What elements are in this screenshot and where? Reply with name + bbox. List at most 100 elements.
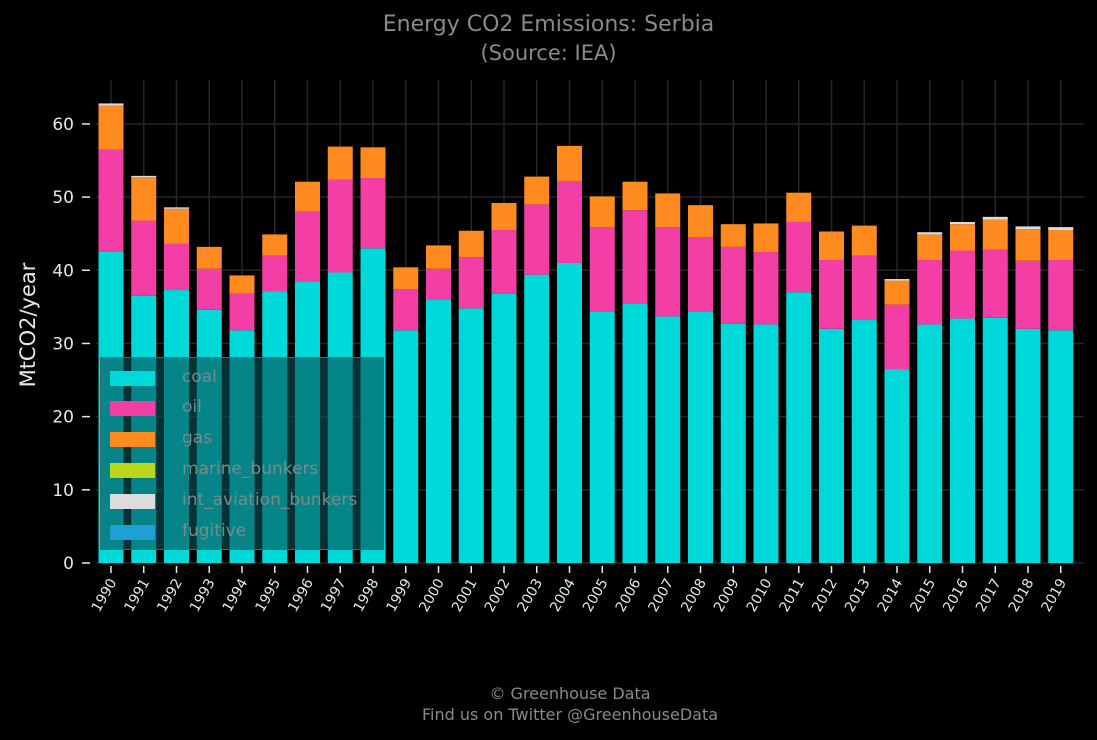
bar-gas-2002 bbox=[491, 202, 517, 231]
x-tick-label: 1996 bbox=[285, 576, 317, 615]
bar-gas-2018 bbox=[1015, 229, 1041, 261]
bar-gas-2015 bbox=[917, 234, 943, 261]
bar-oil-2015 bbox=[917, 260, 943, 325]
bar-oil-1998 bbox=[360, 178, 386, 249]
x-tick-label: 2003 bbox=[515, 576, 547, 615]
bar-int-aviation-bunkers-2014 bbox=[884, 279, 910, 281]
bar-oil-1999 bbox=[393, 289, 419, 331]
bar-gas-2019 bbox=[1048, 230, 1074, 261]
bar-coal-2011 bbox=[786, 292, 812, 563]
x-tick-label: 2016 bbox=[940, 576, 972, 615]
x-tick-label: 2019 bbox=[1039, 576, 1071, 615]
bar-oil-2005 bbox=[589, 227, 615, 312]
bar-coal-2003 bbox=[524, 274, 550, 563]
x-tick-label: 1994 bbox=[220, 576, 252, 615]
y-tick-label: 40 bbox=[52, 261, 74, 281]
legend-label-marine-bunkers: marine_bunkers bbox=[182, 459, 319, 479]
bar-oil-1990 bbox=[98, 149, 124, 252]
x-tick-label: 2012 bbox=[809, 576, 841, 615]
bar-gas-1991 bbox=[131, 177, 157, 221]
bar-coal-2014 bbox=[884, 369, 910, 563]
chart-title: Energy CO2 Emissions: Serbia bbox=[382, 12, 715, 37]
bar-coal-2010 bbox=[753, 324, 779, 563]
x-tick-label: 2005 bbox=[580, 576, 612, 615]
bar-coal-2013 bbox=[851, 320, 877, 563]
bar-oil-2002 bbox=[491, 230, 517, 294]
bar-coal-2006 bbox=[622, 303, 648, 563]
bar-oil-2019 bbox=[1048, 260, 1074, 331]
bar-oil-2009 bbox=[720, 246, 746, 324]
bar-coal-2000 bbox=[426, 299, 451, 563]
bar-gas-1996 bbox=[295, 181, 320, 212]
legend-item-gas: gas bbox=[110, 428, 380, 448]
bar-oil-1992 bbox=[164, 243, 189, 291]
bar-gas-2012 bbox=[819, 231, 844, 261]
legend-item-coal: coal bbox=[110, 367, 380, 387]
bar-coal-2017 bbox=[982, 317, 1008, 563]
bar-int-aviation-bunkers-1990 bbox=[98, 103, 124, 106]
legend-label-fugitive: fugitive bbox=[182, 521, 247, 541]
bar-oil-1995 bbox=[262, 255, 288, 292]
legend-swatch-marine-bunkers bbox=[110, 463, 155, 478]
bar-coal-2015 bbox=[917, 324, 943, 563]
x-tick-label: 2000 bbox=[416, 576, 448, 615]
bar-coal-1999 bbox=[393, 330, 419, 563]
bar-gas-2005 bbox=[589, 196, 615, 228]
y-tick-label: 10 bbox=[52, 481, 74, 501]
bar-oil-1997 bbox=[327, 179, 353, 273]
footer-copyright: © Greenhouse Data bbox=[489, 684, 651, 703]
bar-gas-2010 bbox=[753, 223, 779, 252]
bar-gas-1999 bbox=[393, 267, 419, 290]
bar-gas-2016 bbox=[950, 224, 975, 251]
bar-gas-1990 bbox=[98, 105, 124, 150]
bar-coal-2018 bbox=[1015, 328, 1041, 563]
bar-gas-2000 bbox=[426, 245, 451, 269]
bar-oil-2012 bbox=[819, 260, 844, 329]
bar-oil-2008 bbox=[688, 237, 713, 312]
legend-item-oil: oil bbox=[110, 397, 380, 417]
bar-oil-1994 bbox=[229, 293, 255, 331]
x-tick-label: 1991 bbox=[122, 576, 154, 615]
x-tick-label: 2011 bbox=[777, 576, 809, 615]
bar-gas-2014 bbox=[884, 280, 910, 305]
x-tick-label: 2008 bbox=[678, 576, 710, 615]
bar-coal-2009 bbox=[720, 323, 746, 563]
bar-gas-2009 bbox=[720, 224, 746, 247]
bar-int-aviation-bunkers-2018 bbox=[1015, 226, 1041, 230]
bar-oil-1991 bbox=[131, 220, 157, 296]
bar-oil-2018 bbox=[1015, 260, 1041, 329]
legend-swatch-oil bbox=[110, 401, 155, 416]
bar-int-aviation-bunkers-2017 bbox=[982, 216, 1008, 220]
x-tick-label: 2018 bbox=[1006, 576, 1038, 615]
x-tick-label: 2009 bbox=[711, 576, 743, 615]
x-tick-label: 2007 bbox=[646, 576, 678, 615]
bar-int-aviation-bunkers-1992 bbox=[164, 207, 189, 209]
bar-coal-2008 bbox=[688, 311, 713, 563]
y-tick-label: 20 bbox=[52, 408, 74, 428]
bar-coal-2005 bbox=[589, 311, 615, 563]
bar-oil-2014 bbox=[884, 304, 910, 370]
x-tick-label: 2014 bbox=[875, 576, 907, 615]
legend-swatch-fugitive bbox=[110, 525, 155, 540]
legend-item-fugitive: fugitive bbox=[110, 521, 380, 541]
x-tick-label: 2015 bbox=[908, 576, 940, 615]
bar-gas-2001 bbox=[458, 230, 484, 258]
bar-int-aviation-bunkers-2015 bbox=[917, 232, 943, 235]
x-tick-label: 1990 bbox=[89, 576, 121, 615]
bar-int-aviation-bunkers-2016 bbox=[950, 221, 975, 225]
bar-coal-2019 bbox=[1048, 330, 1074, 563]
bar-coal-2004 bbox=[557, 262, 582, 563]
x-tick-label: 1995 bbox=[253, 576, 285, 615]
chart-legend: coal oil gas marine_bunkers int_aviation… bbox=[100, 357, 384, 550]
bar-oil-1993 bbox=[196, 268, 222, 310]
x-tick-label: 1999 bbox=[384, 576, 416, 615]
bar-oil-2003 bbox=[524, 204, 550, 275]
bar-int-aviation-bunkers-2019 bbox=[1048, 227, 1074, 231]
legend-label-int-aviation-bunkers: int_aviation_bunkers bbox=[182, 490, 358, 510]
bar-oil-2016 bbox=[950, 250, 975, 319]
x-tick-label: 2010 bbox=[744, 576, 776, 615]
bar-gas-2006 bbox=[622, 181, 648, 211]
bar-gas-1992 bbox=[164, 208, 189, 244]
